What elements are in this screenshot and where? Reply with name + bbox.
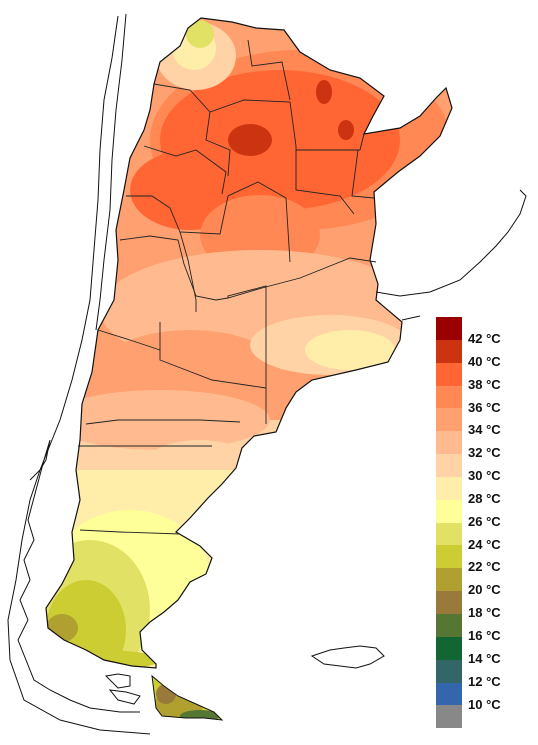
legend-label: 42 °C <box>468 331 501 346</box>
legend-label: 22 °C <box>468 559 501 575</box>
legend-swatch <box>436 705 462 729</box>
legend-label: 26 °C <box>468 513 501 529</box>
legend-label: 28 °C <box>468 490 501 506</box>
legend-entry: 30 °C <box>436 454 536 483</box>
province-borders <box>78 39 377 535</box>
legend-label: 36 °C <box>468 399 501 415</box>
legend-entry: 34 °C <box>436 408 536 437</box>
legend-entry: 10 °C <box>436 682 536 712</box>
legend-entry: 20 °C <box>436 568 536 597</box>
legend-swatch <box>436 385 462 409</box>
temperature-legend: 42 °C 40 °C 38 °C 36 °C 34 °C 32 °C 30 °C 28 °C… <box>436 317 536 729</box>
legend-swatch <box>436 454 462 477</box>
legend-entry: 16 °C <box>436 613 536 643</box>
legend-entry: 26 °C <box>436 499 536 529</box>
legend-swatch <box>436 499 462 523</box>
chile-outline <box>7 13 151 735</box>
legend-swatch <box>436 339 462 363</box>
legend-label: 34 °C <box>468 422 501 438</box>
legend-entry: 42 °C <box>436 317 536 346</box>
legend-swatch <box>436 431 462 455</box>
legend-swatch <box>436 522 462 546</box>
legend-swatch <box>436 317 462 340</box>
islands <box>104 645 385 705</box>
legend-entry: 32 °C <box>436 431 536 460</box>
legend-entry: 18 °C <box>436 591 536 620</box>
legend-label: 18 °C <box>468 605 501 621</box>
legend-swatch <box>436 636 462 660</box>
legend-swatch <box>436 682 462 706</box>
legend-swatch <box>436 362 462 386</box>
legend-label: 14 °C <box>468 650 501 666</box>
legend-swatch <box>436 659 462 683</box>
legend-label: 12 °C <box>468 673 501 689</box>
tierra-del-fuego-outline <box>151 674 224 721</box>
legend-swatch <box>436 613 462 637</box>
legend-label: 30 °C <box>468 468 501 484</box>
legend-entry: 12 °C <box>436 659 536 689</box>
legend-swatch <box>436 568 462 592</box>
legend-swatch <box>436 545 462 569</box>
legend-entry: 36 °C <box>436 385 536 415</box>
legend-entry: 40 °C <box>436 339 536 369</box>
tierra-del-fuego-heatmap <box>152 676 222 720</box>
legend-entry: 14 °C <box>436 636 536 666</box>
legend-label: 38 °C <box>468 376 501 392</box>
legend-swatch <box>436 476 462 500</box>
legend-label: 24 °C <box>468 536 501 552</box>
legend-entry: 22 °C <box>436 545 536 574</box>
legend-label: 16 °C <box>468 627 501 643</box>
legend-label: 40 °C <box>468 353 501 369</box>
legend-label: 20 °C <box>468 582 501 598</box>
neighbor-outline <box>375 189 527 321</box>
legend-label: 10 °C <box>468 696 501 712</box>
argentina-outline <box>45 17 453 669</box>
legend-entry: 38 °C <box>436 362 536 392</box>
legend-label: 32 °C <box>468 445 501 461</box>
legend-entry <box>436 705 536 729</box>
legend-swatch <box>436 408 462 432</box>
legend-entry: 28 °C <box>436 476 536 506</box>
legend-swatch <box>436 591 462 614</box>
legend-entry: 24 °C <box>436 522 536 552</box>
